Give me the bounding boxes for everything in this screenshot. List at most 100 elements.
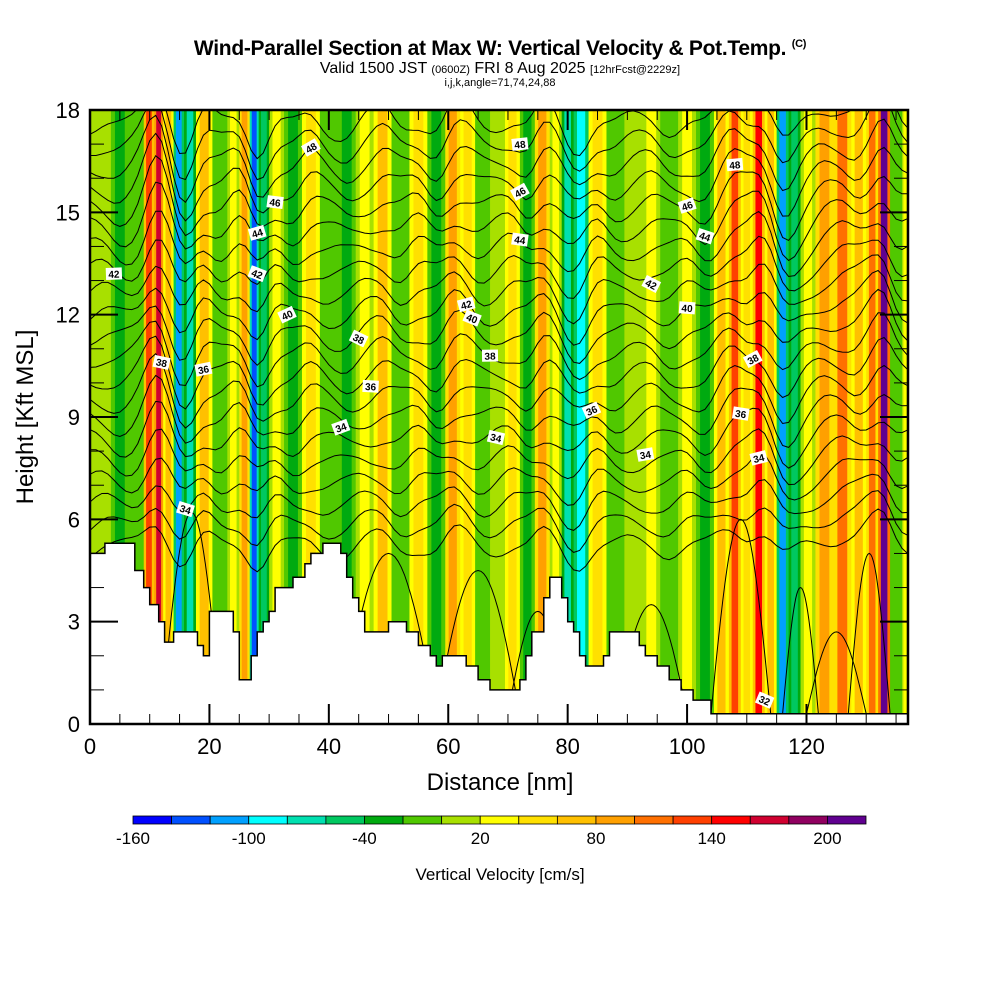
velocity-core [323,110,334,724]
x-tick-label: 20 [197,734,221,759]
contour-label-box [749,450,768,466]
contour-label-box [300,138,321,157]
valid-date: FRI 8 Aug 2025 [474,60,586,77]
contour-label-box [331,418,351,436]
contour-label-box [742,349,763,369]
terrain-profile [89,542,909,725]
theta-contour-line [90,490,908,553]
contour-label: 38 [348,329,369,347]
y-tick-label: 6 [68,507,80,532]
contour-label: 44 [247,224,267,241]
theta-contour-line [90,235,908,299]
contour-label-text: 48 [304,141,320,156]
colorbar-tick-label: -40 [352,829,377,848]
velocity-core [478,110,487,724]
velocity-core [791,110,798,724]
contour-label-box [277,305,297,324]
contour-label-box [511,232,529,247]
velocity-core [230,110,237,724]
colorbar-segment [364,815,404,825]
colorbar-segment [711,815,751,825]
velocity-core [592,110,603,724]
colorbar-segment [827,815,867,825]
theta-contour-line [90,400,908,469]
contour-label-text: 46 [681,200,696,214]
contour-label-box [731,406,750,421]
contour-label: 36 [194,361,213,377]
velocity-core [755,110,763,724]
colorbar-segment [441,815,481,825]
contour-label-box [266,195,284,210]
contour-label-box [511,137,529,151]
theta-contour-line [90,154,908,242]
colorbar-tick-label: 140 [697,829,725,848]
contour-label-text: 38 [746,353,761,368]
contour-label: 40 [462,309,482,327]
colorbar-segment [171,815,211,825]
velocity-core [251,110,257,724]
contour-label: 42 [456,296,476,313]
contour-label: 48 [300,138,321,157]
contour-label-text: 36 [734,409,747,422]
y-tick-label: 15 [56,200,80,225]
contour-label: 48 [726,157,744,172]
contour-label: 46 [266,195,284,210]
contour-label-text: 38 [155,357,169,370]
colorbar-segment [132,815,172,825]
contour-label: 32 [754,691,775,709]
colorbar-tick-label: -160 [116,829,150,848]
velocity-core [448,110,457,724]
contour-label: 40 [678,301,696,315]
velocity-core [288,110,298,724]
theta-contour-line [90,352,908,429]
contour-label-box [152,354,171,370]
velocity-core [819,110,830,724]
velocity-core [359,110,370,724]
x-tick-label: 0 [84,734,96,759]
contour-label: 36 [581,401,602,419]
contour-label: 34 [176,501,195,518]
valid-utc: (0600Z) [431,64,470,76]
theta-contour-line [90,335,908,410]
contour-label: 38 [742,349,763,369]
contour-label-text: 46 [513,185,528,200]
colorbar-segment [556,815,597,825]
theta-contour-line [90,508,908,573]
theta-contour-line [90,181,908,262]
colorbar-segment [518,815,558,825]
contour-label-box [581,401,602,419]
theta-contour-line [90,374,908,448]
colorbar-segment [595,815,635,825]
contour-label: 36 [731,406,750,422]
contour-label: 34 [636,447,655,462]
chart-subtitle: Valid 1500 JST (0600Z) FRI 8 Aug 2025 [1… [0,60,1000,78]
theta-contour-line [90,132,908,222]
theta-contour-line [90,210,908,278]
contour-label: 44 [511,232,529,247]
contour-label: 44 [695,228,715,245]
contour-label-box [641,275,662,293]
contour-label-text: 48 [729,160,741,172]
velocity-core [646,110,657,724]
contour-label-box [247,265,267,283]
x-tick-label: 100 [669,734,706,759]
contour-label: 34 [331,418,351,436]
contour-label-box [678,301,696,315]
contour-label-text: 42 [249,268,264,282]
y-tick-label: 0 [68,712,80,737]
y-tick-label: 3 [68,610,80,635]
theta-contour-line [90,110,908,160]
contour-label: 36 [362,379,379,394]
velocity-core [493,110,502,724]
colorbar-segment [286,815,327,825]
theta-contour-line [90,110,908,181]
contour-label-text: 42 [108,269,120,280]
terrain [89,542,909,725]
contour-label: 46 [677,197,697,214]
contour-label-text: 42 [643,278,658,293]
chart-title: Wind-Parallel Section at Max W: Vertical… [0,37,1000,61]
colorbar-segment [788,815,828,825]
contour-label: 34 [749,450,768,466]
